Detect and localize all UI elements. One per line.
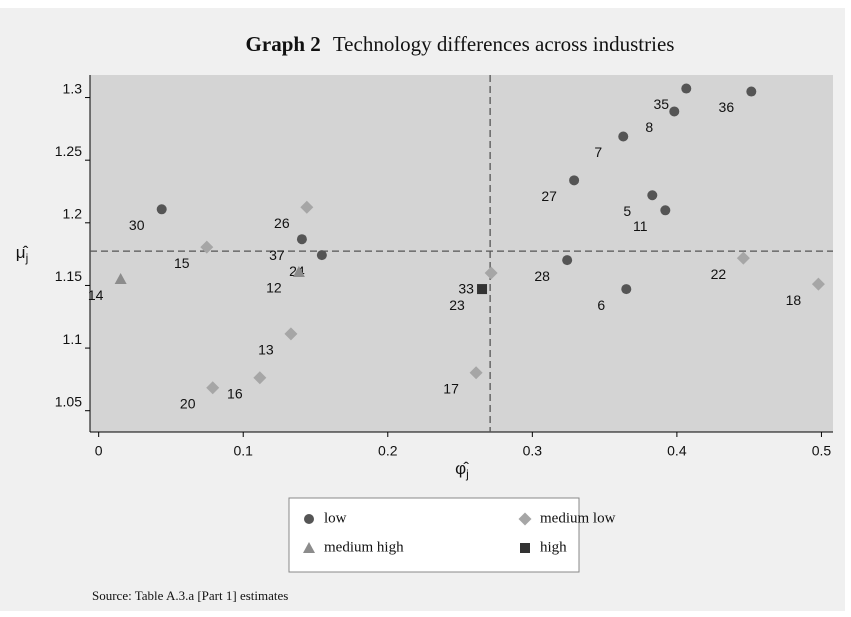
legend-marker: [303, 542, 315, 553]
point: [569, 175, 580, 186]
x-label-sub: j: [465, 467, 469, 481]
source-note: Source: Table A.3.a [Part 1] estimates: [92, 588, 288, 603]
point: [660, 205, 671, 216]
x-tick-label: 0.5: [812, 443, 832, 459]
point-label: 7: [594, 144, 602, 160]
title-prefix: Graph 2: [246, 32, 321, 56]
y-tick-label: 1.2: [63, 206, 83, 222]
point-label: 20: [180, 395, 196, 411]
point: [206, 381, 220, 395]
x-tick-label: 0.3: [523, 443, 543, 459]
point: [316, 250, 327, 261]
point: [484, 266, 498, 280]
point: [562, 255, 573, 266]
legend-label: medium high: [324, 539, 404, 555]
point-label: 14: [88, 287, 104, 303]
x-axis-label: φ̂j: [455, 459, 469, 481]
point-label: 13: [258, 342, 274, 358]
point-label: 5: [623, 203, 631, 219]
y-tick-label: 1.15: [55, 268, 82, 284]
x-tick-label: 0.2: [378, 443, 398, 459]
point-label: 30: [129, 217, 145, 233]
y-label-symbol: μ̂: [16, 243, 29, 262]
point: [284, 327, 298, 341]
point-label: 33: [458, 281, 474, 297]
point-label: 11: [633, 218, 648, 234]
point: [618, 131, 629, 142]
legend-box: [288, 497, 580, 573]
point: [200, 240, 214, 254]
point-label: 22: [711, 266, 727, 282]
point-label: 36: [719, 99, 735, 115]
point-label: 12: [266, 280, 282, 296]
point-label: 37: [269, 247, 285, 263]
point-label: 6: [597, 297, 605, 313]
point: [669, 106, 680, 117]
point: [477, 284, 488, 295]
point: [292, 266, 305, 278]
point: [681, 83, 692, 94]
point-label: 35: [653, 96, 669, 112]
y-tick-label: 1.25: [55, 143, 82, 159]
x-tick-label: 0.4: [667, 443, 687, 459]
point: [736, 251, 750, 265]
point: [296, 234, 307, 245]
point-label: 8: [645, 119, 653, 135]
legend-marker: [520, 543, 530, 553]
point-label: 16: [227, 385, 243, 401]
legend-label: medium low: [540, 510, 616, 526]
point-label: 15: [174, 255, 190, 271]
point-label: 23: [449, 297, 465, 313]
point: [647, 190, 658, 201]
point-label: 26: [274, 215, 290, 231]
point: [300, 200, 314, 214]
point-label: 27: [541, 188, 557, 204]
y-axis-label: μ̂j: [16, 243, 29, 265]
point: [469, 366, 483, 380]
legend-label: high: [540, 539, 567, 555]
legend-marker: [304, 514, 314, 524]
y-label-sub: j: [25, 251, 29, 265]
x-tick-label: 0: [95, 443, 103, 459]
chart-title: Graph 2 Technology differences across ind…: [246, 32, 675, 56]
x-tick-label: 0.1: [233, 443, 253, 459]
legend-marker: [518, 512, 532, 526]
point: [253, 371, 267, 385]
point: [114, 273, 127, 285]
point-label: 28: [534, 268, 550, 284]
point: [811, 277, 825, 291]
y-tick-label: 1.1: [63, 331, 83, 347]
x-label-symbol: φ̂: [455, 459, 469, 478]
y-tick-label: 1.3: [63, 80, 83, 96]
point: [746, 86, 757, 97]
point: [621, 284, 632, 295]
plot-area: [90, 75, 833, 432]
point-label: 17: [443, 380, 459, 396]
title-text: Technology differences across industries: [333, 32, 675, 56]
point: [156, 204, 167, 215]
y-tick-label: 1.05: [55, 393, 82, 409]
legend-label: low: [324, 510, 347, 526]
point-label: 18: [786, 292, 802, 308]
